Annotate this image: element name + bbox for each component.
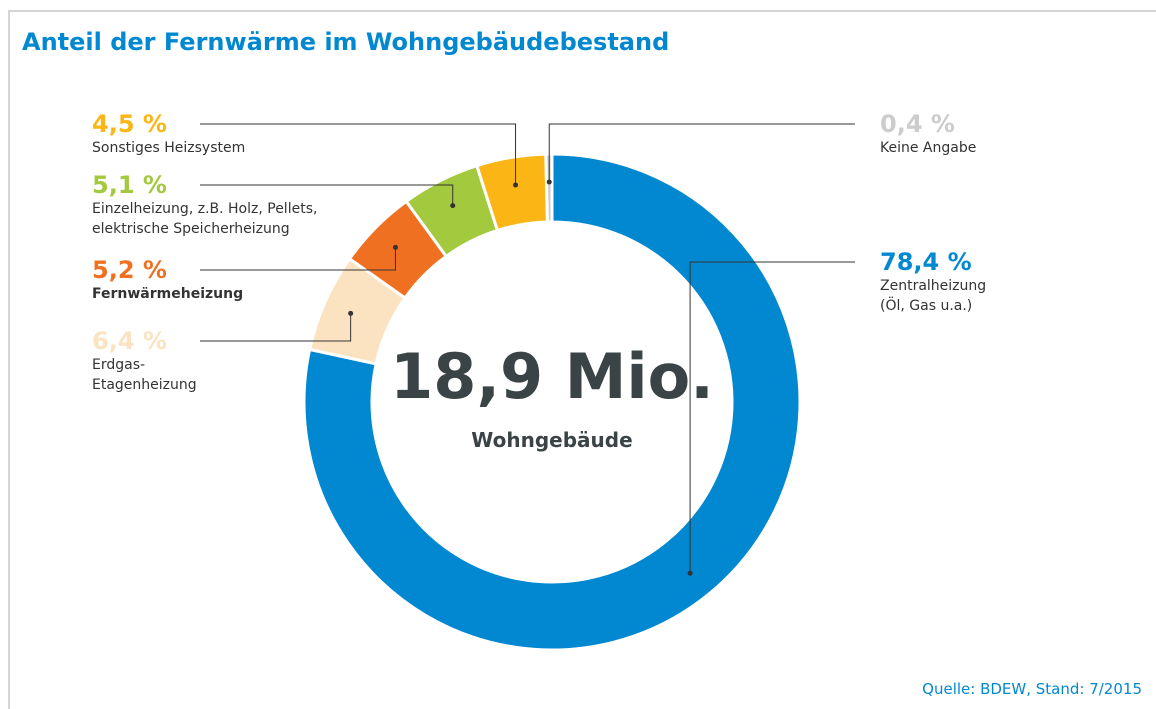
frame bbox=[8, 10, 1156, 709]
value-label: 6,4 % bbox=[92, 327, 167, 355]
category-label: Keine Angabe bbox=[880, 140, 977, 156]
leader-line bbox=[200, 184, 454, 206]
category-label: Fernwärmeheizung bbox=[92, 286, 244, 302]
leader-line bbox=[200, 313, 352, 342]
value-label: 5,1 % bbox=[92, 171, 167, 199]
category-label: Erdgas- Etagenheizung bbox=[92, 357, 197, 393]
value-label: 5,2 % bbox=[92, 256, 167, 284]
source: Quelle: BDEW, Stand: 7/2015 bbox=[922, 680, 1142, 698]
category-label: Zentralheizung (Öl, Gas u.a.) bbox=[880, 278, 987, 314]
leader-dot bbox=[450, 203, 456, 209]
value-label: 78,4 % bbox=[880, 248, 972, 276]
value-label: 0,4 % bbox=[880, 110, 955, 138]
center-value: 18,9 Mio. bbox=[390, 340, 714, 413]
value-label: 4,5 % bbox=[92, 110, 167, 138]
leader-dot bbox=[392, 244, 398, 250]
leader-dot bbox=[348, 310, 354, 316]
leader-dot bbox=[513, 182, 519, 188]
leader-line bbox=[200, 247, 396, 271]
leader-line bbox=[200, 123, 517, 186]
leader-line bbox=[689, 261, 855, 574]
leader-line bbox=[548, 123, 855, 183]
leader-dot bbox=[687, 570, 693, 576]
category-label: Sonstiges Heizsystem bbox=[92, 140, 246, 156]
chart-title: Anteil der Fernwärme im Wohngebäudebesta… bbox=[22, 28, 670, 56]
center-label: Wohngebäude bbox=[471, 428, 632, 452]
leader-dot bbox=[546, 179, 552, 185]
donut-segment bbox=[302, 152, 802, 652]
donut-segment bbox=[544, 152, 554, 224]
category-label: Einzelheizung, z.B. Holz, Pellets, elekt… bbox=[92, 201, 318, 237]
